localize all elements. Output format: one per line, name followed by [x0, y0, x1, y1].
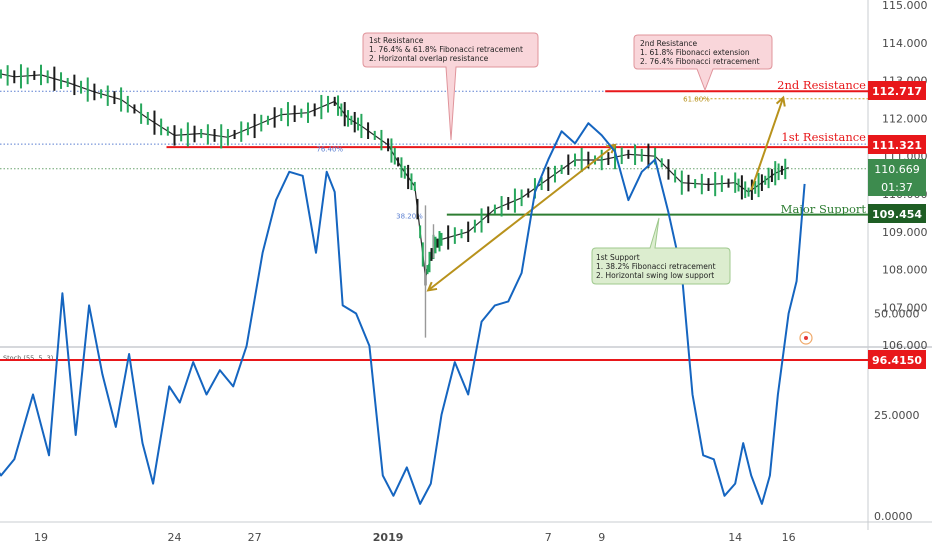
price-tick-label: 108.000 [882, 264, 928, 277]
price-tag-major-support: 109.454 [868, 204, 926, 223]
alert-icon[interactable] [799, 331, 813, 345]
price-tag-1st-resistance-value: 111.321 [872, 139, 922, 152]
annotation-1st-resistance-title: 1st Resistance [369, 36, 424, 45]
annotation-1st-resistance-line-1: 1. 76.4% & 61.8% Fibonacci retracement [369, 45, 523, 54]
annotation-1st-support-line-2: 2. Horizontal swing low support [596, 271, 714, 280]
level-label-1st-resistance: 1st Resistance [781, 130, 866, 144]
annotation-2nd-resistance-line-2: 2. 76.4% Fibonacci retracement [640, 57, 760, 66]
price-tag-major-support-value: 109.454 [872, 208, 922, 221]
stoch-series-line [0, 122, 806, 505]
levels: 61.80% 76.40% 38.20% [0, 90, 868, 221]
fib-label: 76.40% [316, 146, 343, 154]
time-tick-label: 9 [598, 531, 605, 544]
price-series [0, 64, 789, 338]
price-tick-label: 114.000 [882, 37, 928, 50]
price-tag-2nd-resistance-value: 112.717 [872, 85, 922, 98]
stoch-title: Stoch (55, 5, 3) [3, 354, 53, 362]
time-tick-label: 16 [782, 531, 796, 544]
price-tick-label: 112.000 [882, 112, 928, 125]
arrow-line [750, 97, 785, 191]
time-tick-label: 27 [248, 531, 262, 544]
time-tick-label: 2019 [373, 531, 404, 544]
price-tag-1st-resistance: 111.321 [868, 135, 926, 154]
annotation-2nd-resistance: 2nd Resistance 1. 61.8% Fibonacci extens… [633, 34, 773, 92]
price-tag-countdown: 01:37 [881, 181, 913, 194]
time-tick-label: 14 [728, 531, 742, 544]
stochastic-pane: Stoch (55, 5, 3) [0, 122, 868, 505]
time-tick-label: 19 [34, 531, 48, 544]
stoch-tick-label: 50.0000 [874, 308, 920, 321]
annotation-1st-support-line-1: 1. 38.2% Fibonacci retracement [596, 262, 716, 271]
fib-label: 61.80% [683, 96, 710, 104]
price-tag-last: 110.669 01:37 [868, 159, 926, 196]
time-tick-label: 24 [168, 531, 182, 544]
price-tick-label: 109.000 [882, 226, 928, 239]
level-label-major-support: Major Support [781, 202, 867, 216]
annotation-1st-resistance: 1st Resistance 1. 76.4% & 61.8% Fibonacc… [362, 32, 539, 141]
annotation-2nd-resistance-title: 2nd Resistance [640, 39, 697, 48]
price-tag-stoch-value: 96.4150 [872, 354, 922, 367]
arrow-head [775, 95, 786, 107]
time-axis: 19 24 27 2019 7 9 14 16 [34, 531, 796, 544]
price-tick-label: 107.000 [882, 301, 928, 314]
price-line [0, 73, 789, 278]
price-tag-last-value: 110.669 [874, 163, 920, 176]
projection-arrows [426, 95, 786, 292]
annotation-2nd-resistance-line-1: 1. 61.8% Fibonacci extension [640, 48, 750, 57]
fib-label: 38.20% [396, 213, 423, 221]
level-label-2nd-resistance: 2nd Resistance [777, 78, 866, 92]
arrow-head [426, 281, 438, 292]
stoch-tick-label: 0.0000 [874, 510, 913, 523]
price-tick-label: 115.000 [882, 0, 928, 12]
time-tick-label: 7 [545, 531, 552, 544]
annotation-1st-resistance-line-2: 2. Horizontal overlap resistance [369, 54, 489, 63]
price-tag-stoch: 96.4150 [868, 350, 926, 369]
annotation-1st-support: 1st Support 1. 38.2% Fibonacci retraceme… [591, 217, 731, 285]
price-tag-2nd-resistance: 112.717 [868, 81, 926, 100]
stoch-tick-label: 25.0000 [874, 409, 920, 422]
arrow-line [427, 144, 616, 292]
annotation-1st-support-title: 1st Support [596, 253, 640, 262]
price-tick-label: 106.000 [882, 339, 928, 352]
